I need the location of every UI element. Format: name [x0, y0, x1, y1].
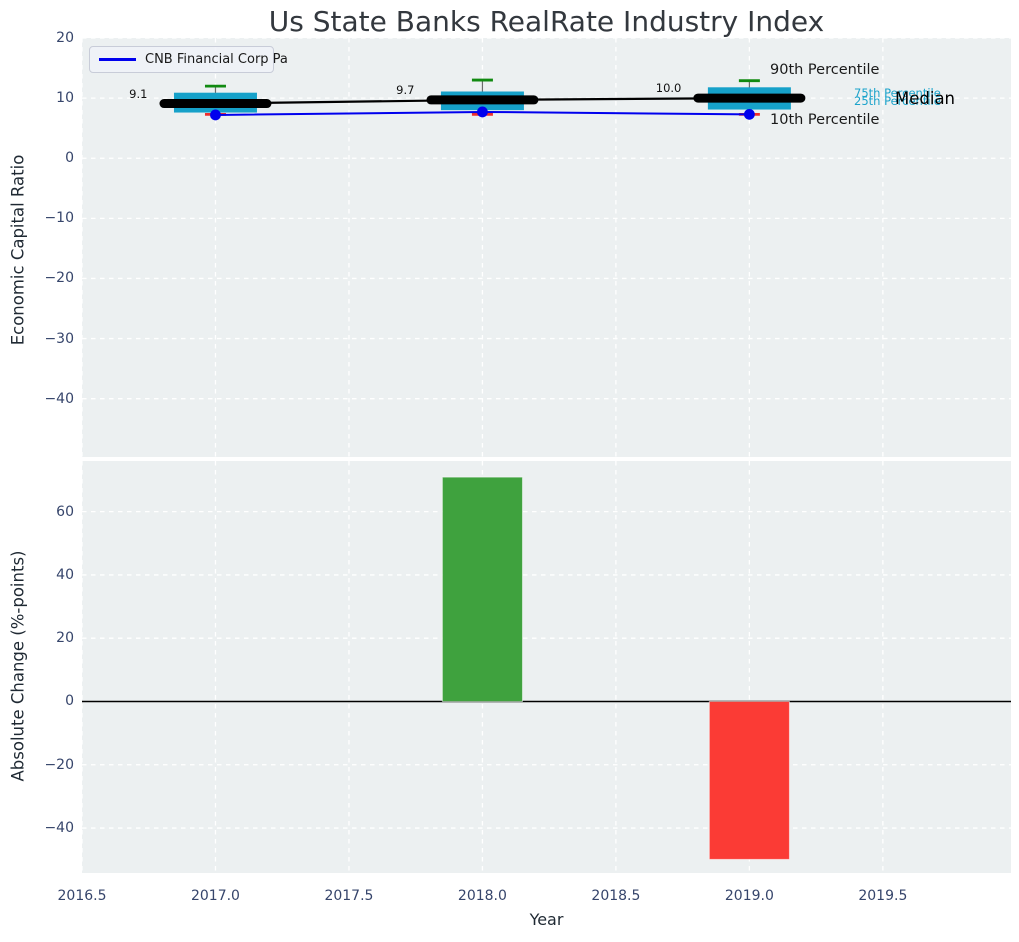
annotation-75th-percentile: 75th Percentile: [854, 85, 941, 100]
median-capsule: [693, 93, 806, 103]
x-tick-label: 2017.0: [190, 888, 240, 904]
y-tick-label-bottom: 40: [56, 566, 74, 583]
y-tick-label-top: 10: [56, 90, 74, 107]
x-tick-label: 2018.5: [591, 888, 641, 904]
chart-title: Us State Banks RealRate Industry Index: [268, 5, 825, 38]
median-capsule: [159, 99, 272, 109]
y-tick-label-top: 0: [65, 150, 74, 167]
x-tick-label: 2017.5: [324, 888, 374, 904]
median-value-label: 9.7: [396, 82, 415, 97]
legend: CNB Financial Corp Pa: [89, 46, 288, 73]
top-plot-canvas: [81, 37, 1011, 457]
median-value-label: 10.0: [655, 81, 682, 96]
x-tick-label: 2019.5: [858, 888, 908, 904]
y-tick-label-bottom: 0: [65, 693, 74, 710]
company-point: [210, 109, 221, 121]
company-point: [743, 108, 755, 120]
y-tick-label-top: −10: [44, 210, 74, 227]
y-tick-label-top: −30: [44, 330, 74, 347]
y-tick-label-top: 20: [56, 30, 74, 46]
company-point: [477, 106, 488, 118]
x-tick-label: 2018.0: [457, 888, 507, 904]
bar-positive-change: [441, 476, 523, 702]
bottom-plot-canvas: [81, 461, 1011, 873]
x-tick-label: 2019.0: [724, 888, 774, 904]
top-axes-economic-capital-ratio: CNB Financial Corp Pa 9.1 9.7 10.0 90th Per…: [81, 37, 1011, 457]
median-capsule: [426, 95, 539, 105]
legend-label: CNB Financial Corp Pa: [145, 52, 288, 67]
y-tick-label-bottom: −40: [44, 820, 74, 837]
annotation-25th-percentile: 25th Percentile: [854, 94, 941, 108]
x-axis-label: Year: [529, 910, 564, 929]
bar-negative-change: [708, 700, 790, 860]
y-tick-label-top: −40: [44, 390, 74, 407]
y-axis-label-bottom: Absolute Change (%-points): [8, 550, 28, 782]
y-tick-label-top: −20: [44, 270, 74, 287]
legend-line-swatch: [99, 58, 136, 61]
y-tick-label-bottom: 60: [56, 503, 74, 520]
y-tick-label-bottom: 20: [56, 630, 74, 647]
x-tick-label: 2016.5: [57, 888, 107, 904]
annotation-10th-percentile: 10th Percentile: [770, 112, 880, 128]
y-axis-label-top: Economic Capital Ratio: [8, 154, 28, 346]
bottom-axes-absolute-change: [81, 461, 1011, 873]
annotation-90th-percentile: 90th Percentile: [770, 62, 880, 78]
y-tick-label-bottom: −20: [44, 756, 74, 773]
annotation-median: Median: [895, 89, 956, 108]
median-value-label: 9.1: [129, 86, 148, 101]
